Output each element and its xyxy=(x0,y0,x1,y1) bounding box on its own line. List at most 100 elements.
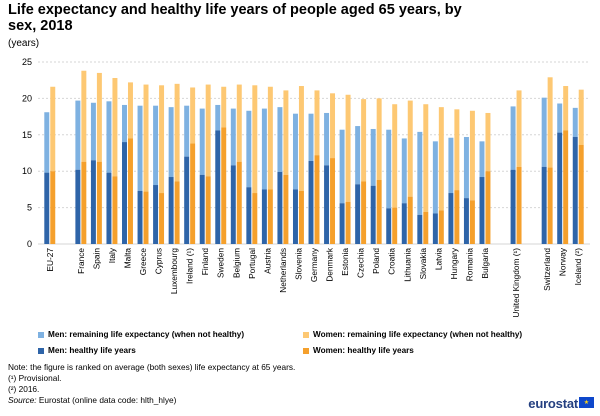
bar-men-healthy xyxy=(106,172,112,244)
bar-men-healthy xyxy=(510,169,516,244)
x-tick-label: Switzerland xyxy=(542,248,552,291)
bar-men-not-healthy xyxy=(324,112,330,166)
bar-women-not-healthy xyxy=(438,107,444,211)
bar-men-not-healthy xyxy=(448,137,454,194)
bar-men-healthy xyxy=(557,132,563,244)
bar-men-not-healthy xyxy=(355,126,361,185)
x-tick-label: Malta xyxy=(122,248,132,269)
bar-women-healthy xyxy=(516,166,522,244)
bar-women-healthy xyxy=(298,190,304,244)
bar-women-not-healthy xyxy=(236,84,242,162)
bar-women-not-healthy xyxy=(252,85,258,194)
y-axis: 0 5 10 15 20 25 xyxy=(22,57,32,249)
bar-men-healthy xyxy=(448,193,454,244)
bar-men-healthy xyxy=(199,174,205,244)
bar-men-healthy xyxy=(386,208,392,244)
stacked-bar-chart: 0 5 10 15 20 25 EU-27 France Spain Italy Malta Gre… xyxy=(22,57,590,318)
bar-men-not-healthy xyxy=(184,105,190,157)
bar-women-not-healthy xyxy=(345,94,351,202)
x-tick-label: France xyxy=(76,248,86,274)
x-tick-label: Spain xyxy=(91,248,101,270)
bar-women-not-healthy xyxy=(298,86,304,191)
bar-men-not-healthy xyxy=(463,136,469,199)
bar-men-not-healthy xyxy=(557,103,563,133)
bar-women-not-healthy xyxy=(563,86,569,131)
x-tick-label: Croatia xyxy=(387,248,397,275)
y-tick-label: 5 xyxy=(27,203,32,213)
bar-men-not-healthy xyxy=(277,107,283,172)
bar-women-not-healthy xyxy=(159,85,165,194)
x-tick-label: Germany xyxy=(309,247,319,282)
bar-men-healthy xyxy=(401,203,407,244)
x-tick-label: Bulgaria xyxy=(480,248,490,279)
bar-men-healthy xyxy=(277,171,283,244)
bar-women-healthy xyxy=(267,189,273,244)
x-tick-label: Austria xyxy=(262,248,272,274)
bar-men-not-healthy xyxy=(168,107,174,178)
legend-men-healthy: Men: healthy life years xyxy=(38,346,136,355)
x-tick-label: Lithuania xyxy=(402,248,412,282)
bar-men-not-healthy xyxy=(137,105,143,191)
bar-women-healthy xyxy=(174,181,180,244)
bar-women-not-healthy xyxy=(361,99,367,182)
bar-women-healthy xyxy=(563,130,569,244)
bar-women-healthy xyxy=(438,210,444,244)
eu-flag-icon: ★ xyxy=(579,397,594,408)
source-line: Source: Eurostat (online data code: hlth… xyxy=(8,395,295,406)
bar-women-not-healthy xyxy=(454,109,460,191)
bar-women-healthy xyxy=(112,176,118,244)
bar-women-not-healthy xyxy=(267,86,273,190)
bar-women-healthy xyxy=(159,193,165,244)
legend-women-not-healthy: Women: remaining life expectancy (when n… xyxy=(303,330,522,339)
bar-men-healthy xyxy=(339,203,345,244)
x-tick-label: Italy xyxy=(107,247,117,263)
bar-women-not-healthy xyxy=(112,78,118,177)
bar-men-healthy xyxy=(168,177,174,244)
source-text: Eurostat (online data code: hlth_hlye) xyxy=(36,395,177,405)
legend-swatch-women-not-healthy xyxy=(303,331,309,338)
bar-women-healthy xyxy=(127,138,133,244)
bar-men-not-healthy xyxy=(261,108,267,190)
bar-men-healthy xyxy=(230,165,236,244)
bar-men-not-healthy xyxy=(432,141,438,214)
bar-women-not-healthy xyxy=(376,98,382,180)
bar-men-healthy xyxy=(75,169,81,244)
bar-men-healthy xyxy=(44,172,50,244)
bar-men-healthy xyxy=(370,185,376,244)
bar-women-not-healthy xyxy=(127,82,133,139)
legend-label-women-not-healthy: Women: remaining life expectancy (when n… xyxy=(313,330,523,339)
x-tick-label: Denmark xyxy=(325,247,335,282)
bar-women-not-healthy xyxy=(174,83,180,182)
bar-women-healthy xyxy=(236,161,242,244)
bar-women-healthy xyxy=(485,171,491,244)
x-tick-label: Latvia xyxy=(433,248,443,271)
bar-men-not-healthy xyxy=(308,113,314,162)
bar-women-not-healthy xyxy=(469,110,475,201)
bars xyxy=(44,70,584,244)
chart-title: Life expectancy and healthy life years o… xyxy=(8,2,462,34)
bar-men-healthy xyxy=(432,213,438,244)
bar-women-healthy xyxy=(283,174,289,244)
bar-men-healthy xyxy=(122,142,127,244)
grid-lines xyxy=(38,61,590,245)
legend-label-men-not-healthy: Men: remaining life expectancy (when not… xyxy=(48,330,245,339)
bar-women-not-healthy xyxy=(283,90,289,175)
legend-label-women-healthy: Women: healthy life years xyxy=(313,346,414,355)
x-tick-label: Czechia xyxy=(356,248,366,278)
x-tick-label: Slovenia xyxy=(293,248,303,280)
bar-men-healthy xyxy=(184,156,190,244)
bar-women-not-healthy xyxy=(330,93,336,159)
bar-women-not-healthy xyxy=(485,112,491,172)
legend-women-healthy: Women: healthy life years xyxy=(303,346,414,355)
bar-men-not-healthy xyxy=(510,106,516,170)
y-tick-label: 25 xyxy=(22,57,32,67)
x-tick-label: United Kingdom (¹) xyxy=(511,248,521,318)
bar-women-healthy xyxy=(314,155,320,244)
bar-men-healthy xyxy=(541,166,547,244)
bar-women-healthy xyxy=(96,161,102,244)
bar-women-healthy xyxy=(407,196,413,244)
x-tick-label: Luxembourg xyxy=(169,248,179,295)
bar-women-healthy xyxy=(205,176,211,244)
bar-women-healthy xyxy=(221,127,227,244)
bar-men-not-healthy xyxy=(215,104,221,131)
